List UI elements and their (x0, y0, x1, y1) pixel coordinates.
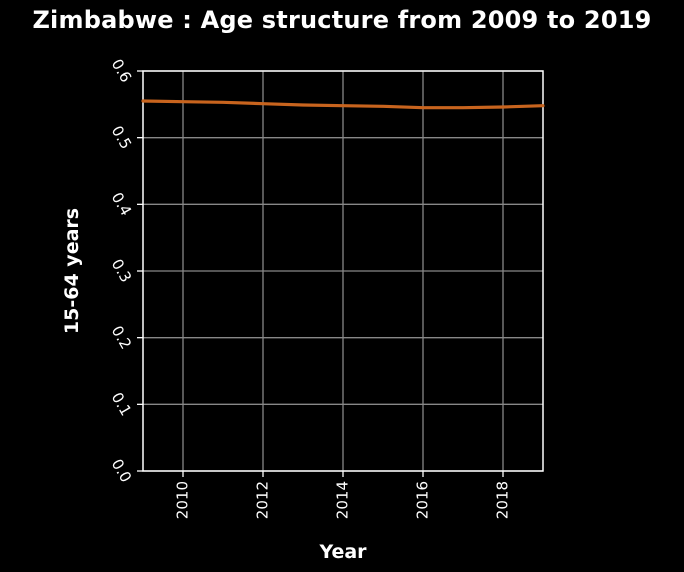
y-tick-label-6: 0.6 (108, 56, 136, 86)
y-axis-label: 15-64 years (61, 208, 83, 334)
y-tick-label-4: 0.4 (108, 189, 136, 219)
x-axis-label: Year (318, 541, 367, 563)
chart-title: Zimbabwe : Age structure from 2009 to 20… (32, 6, 652, 34)
y-tick-labels: 0.0 0.1 0.2 0.3 0.4 0.5 0.6 (108, 56, 136, 486)
x-tick-label-4: 2018 (494, 481, 512, 519)
axes (137, 70, 544, 477)
y-tick-label-5: 0.5 (108, 123, 136, 153)
series-line-0 (141, 99, 545, 110)
grid-lines (143, 70, 543, 472)
y-tick-label-1: 0.1 (108, 389, 136, 419)
x-tick-label-0: 2010 (174, 481, 192, 519)
x-tick-labels: 2010 2012 2014 2016 2018 (174, 481, 512, 519)
y-tick-label-3: 0.3 (108, 256, 136, 286)
x-tick-label-1: 2012 (254, 481, 272, 519)
plot-frame (142, 70, 544, 472)
y-tick-label-0: 0.0 (108, 456, 136, 486)
x-tick-label-3: 2016 (414, 481, 432, 519)
x-tick-label-2: 2014 (334, 481, 352, 519)
series-layer (141, 99, 545, 110)
y-tick-label-2: 0.2 (108, 323, 136, 353)
